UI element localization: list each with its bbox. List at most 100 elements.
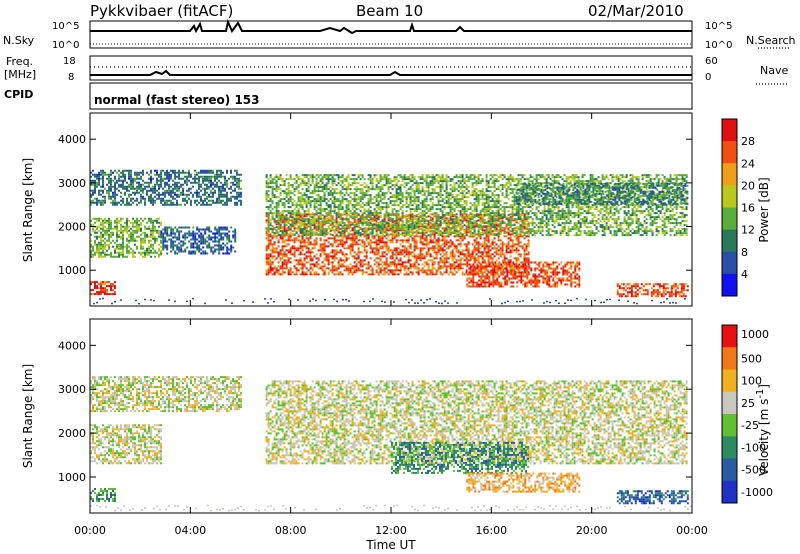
cpid-label: CPID bbox=[4, 88, 33, 101]
nave-tick-top: 60 bbox=[705, 56, 718, 67]
echo-cells bbox=[616, 490, 689, 505]
echo-cells bbox=[265, 174, 688, 237]
echo-cells bbox=[466, 261, 581, 288]
colorbar-tick-label: 24 bbox=[741, 157, 755, 170]
colorbar-swatch bbox=[722, 229, 737, 253]
echo-cells bbox=[265, 380, 688, 465]
echo-cells bbox=[90, 376, 242, 413]
echo-band-5 bbox=[466, 472, 581, 493]
echo-cells bbox=[90, 488, 116, 502]
freq-strip: Freq. [MHz] 18 8 60 0 Nave bbox=[4, 55, 788, 85]
echo-cells bbox=[616, 283, 685, 298]
x-tick-label: 08:00 bbox=[275, 524, 307, 537]
near-range-cells bbox=[90, 504, 692, 512]
freq-tick-top: 18 bbox=[63, 56, 76, 67]
echo-cells bbox=[265, 380, 688, 465]
colorbar-swatch bbox=[722, 185, 737, 208]
colorbar-tick-label: 8 bbox=[741, 246, 748, 259]
nsearch-label: N.Search bbox=[746, 34, 796, 47]
echo-band-7 bbox=[616, 283, 689, 298]
cpid-strip: CPID normal (fast stereo) 153 bbox=[4, 82, 693, 110]
power-y-label: Slant Range [km] bbox=[21, 158, 35, 262]
nsky-tick-bottom: 10^0 bbox=[52, 40, 79, 51]
station-title: Pykkvibaer (fitACF) bbox=[90, 2, 233, 20]
echo-cells bbox=[90, 424, 162, 465]
x-tick-label: 00:00 bbox=[74, 524, 106, 537]
colorbar-swatch bbox=[722, 480, 737, 504]
colorbar-swatch bbox=[722, 163, 737, 186]
colorbar-swatch bbox=[722, 273, 737, 297]
y-tick-label: 1000 bbox=[58, 264, 86, 277]
cpid-text: normal (fast stereo) 153 bbox=[94, 93, 260, 107]
y-tick-label: 2000 bbox=[58, 221, 86, 234]
colorbar-tick-label: 12 bbox=[741, 224, 755, 237]
freq-strip-frame bbox=[89, 55, 693, 81]
echo-cells bbox=[618, 283, 689, 298]
echo-cells bbox=[468, 472, 577, 493]
echo-band-0 bbox=[90, 169, 242, 206]
x-tick-label: 20:00 bbox=[576, 524, 608, 537]
colorbar-swatch bbox=[722, 325, 737, 348]
velocity-plot bbox=[90, 376, 692, 512]
cpid-strip-frame bbox=[89, 82, 693, 110]
x-tick-label: 04:00 bbox=[174, 524, 206, 537]
echo-band-1 bbox=[90, 424, 162, 465]
y-tick-label: 2000 bbox=[58, 427, 86, 440]
freq-label-line1: Freq. bbox=[6, 55, 33, 68]
colorbar-swatch bbox=[722, 347, 737, 370]
colorbar-tick-label: -500 bbox=[741, 464, 766, 477]
velocity-colorbar-label: Velocity [m s-1] bbox=[755, 384, 771, 476]
y-tick-label: 1000 bbox=[58, 471, 86, 484]
echo-cells bbox=[90, 169, 242, 206]
nsky-strip-frame bbox=[89, 20, 693, 49]
echo-cells bbox=[265, 380, 688, 465]
echo-cells bbox=[466, 261, 581, 288]
echo-cells bbox=[616, 490, 689, 505]
echo-cells bbox=[466, 472, 581, 493]
echo-cells bbox=[90, 488, 116, 502]
x-tick-label: 12:00 bbox=[375, 524, 407, 537]
colorbar-tick-label: -1000 bbox=[741, 486, 773, 499]
echo-cells bbox=[466, 472, 581, 493]
power-y-axis: 1000 2000 3000 4000 bbox=[58, 133, 692, 277]
echo-cells bbox=[90, 217, 162, 258]
colorbar-tick-label: 100 bbox=[741, 375, 762, 388]
colorbar-tick-label: 20 bbox=[741, 179, 755, 192]
colorbar-tick-label: 25 bbox=[741, 397, 755, 410]
velocity-y-axis: 1000 2000 3000 4000 bbox=[58, 339, 692, 484]
nsearch-tick-top: 10^5 bbox=[705, 21, 732, 32]
power-panel-background bbox=[90, 113, 692, 306]
colorbar-tick-label: 1000 bbox=[741, 328, 769, 341]
colorbar-swatch bbox=[722, 141, 737, 164]
colorbar-tick-label: -100 bbox=[741, 441, 766, 454]
y-tick-label: 3000 bbox=[58, 383, 86, 396]
velocity-panel: 1000 2000 3000 4000 Slant Range [km] 1000 50… bbox=[21, 113, 773, 552]
colorbar-tick-label: -25 bbox=[741, 419, 759, 432]
freq-trace bbox=[90, 69, 692, 76]
echo-cells bbox=[616, 283, 687, 298]
colorbar-swatch bbox=[722, 436, 737, 459]
velocity-colorbar-label-main: Velocity [m s bbox=[757, 399, 771, 476]
echo-band-6 bbox=[466, 261, 581, 288]
velocity-colorbar-label-sup: -1 bbox=[755, 389, 766, 399]
echo-cells bbox=[90, 488, 116, 502]
echo-band-3 bbox=[265, 380, 688, 465]
echo-cells bbox=[516, 182, 689, 205]
echo-band-3 bbox=[90, 281, 116, 296]
echo-band-2 bbox=[90, 488, 116, 502]
velocity-y-label: Slant Range [km] bbox=[21, 364, 35, 468]
nsearch-tick-bottom: 10^0 bbox=[705, 40, 732, 51]
colorbar-swatch bbox=[722, 414, 737, 437]
echo-cells bbox=[265, 174, 688, 237]
colorbar-swatch bbox=[722, 458, 737, 482]
y-tick-label: 3000 bbox=[58, 177, 86, 190]
power-colorbar-label: Power [dB] bbox=[757, 177, 771, 242]
echo-band-1 bbox=[90, 217, 162, 258]
echo-band-8 bbox=[516, 182, 689, 205]
echo-cells bbox=[90, 281, 116, 296]
colorbar-swatch bbox=[722, 391, 737, 415]
velocity-colorbar: 1000 500 100 25 -25 -100 -500 -1000 bbox=[721, 324, 773, 504]
echo-cells bbox=[391, 441, 529, 474]
echo-cells bbox=[616, 490, 689, 505]
